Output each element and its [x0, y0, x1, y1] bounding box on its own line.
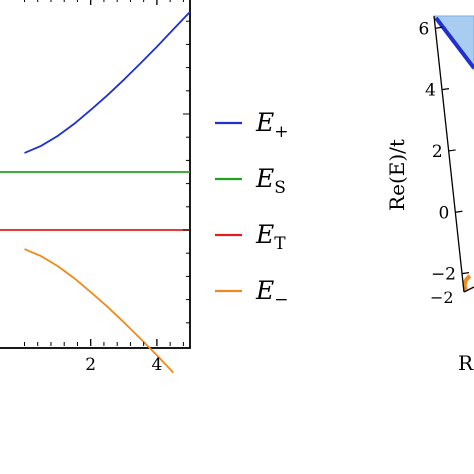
right-3d-panel: 6 4 2 0 −2 −2 Re(E)/t R: [385, 15, 474, 375]
series-line-0: [24, 11, 191, 154]
legend-label-sub-0: +: [274, 122, 288, 142]
vertical-axis: [433, 15, 465, 293]
z-axis-label: Re(E)/t: [385, 139, 409, 211]
lower-branch-edge: [462, 274, 472, 291]
z-tick-layer: 6 4 2 0 −2: [419, 19, 470, 285]
z-tick-mark: [435, 26, 443, 29]
legend-label-sub-2: T: [274, 234, 286, 254]
plot-frame: [0, 0, 191, 349]
legend: E+ ES ET E−: [215, 108, 289, 310]
series-line-3: [24, 248, 175, 374]
z-tick-label: −2: [431, 265, 456, 285]
x-tick-label: 4: [151, 355, 162, 375]
legend-label-0: E+: [255, 108, 289, 142]
z-tick-mark: [441, 88, 450, 91]
x-tick-label: 2: [85, 355, 96, 375]
floor-axis: [463, 286, 474, 293]
z-tick-mark: [448, 149, 456, 152]
z-tick-label: 4: [425, 81, 436, 101]
x-axis-label-partial: R: [458, 351, 474, 375]
legend-label-2: ET: [255, 220, 286, 254]
z-tick-label: 2: [432, 142, 443, 162]
surface-edge-line: [434, 16, 474, 70]
legend-label-sub-3: −: [274, 290, 288, 310]
legend-label-1: ES: [255, 164, 286, 198]
series-layer: [0, 11, 191, 374]
legend-label-sub-1: S: [274, 178, 286, 198]
z-tick-mark: [461, 272, 470, 275]
legend-label-3: E−: [255, 276, 289, 310]
z-tick-label: 6: [419, 19, 430, 39]
floor-tick-label: −2: [430, 288, 454, 307]
z-tick-mark: [455, 210, 463, 213]
z-tick-label: 0: [439, 203, 450, 223]
